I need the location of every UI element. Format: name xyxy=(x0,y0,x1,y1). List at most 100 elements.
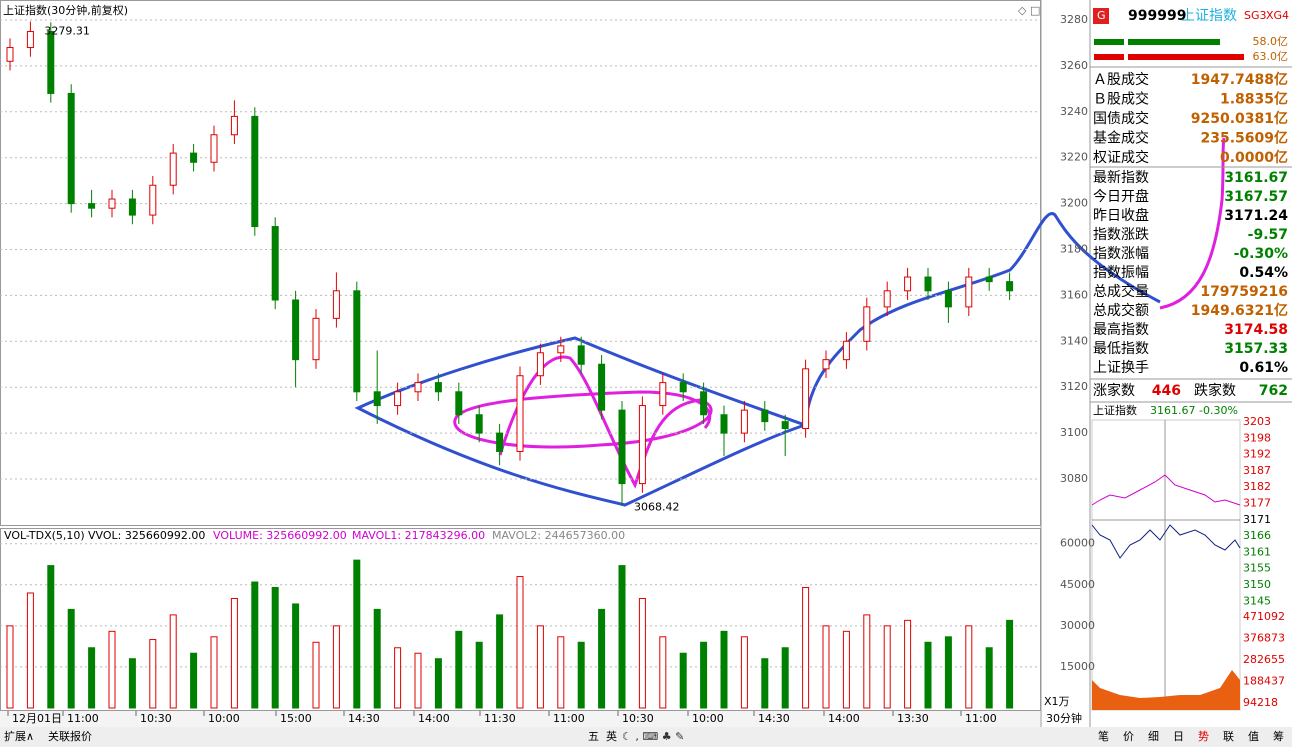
ime[interactable]: 五 xyxy=(588,730,599,743)
annotation-scribble xyxy=(453,355,713,489)
side-tab[interactable]: 日 xyxy=(1173,730,1184,743)
y-tick-label: 15000 xyxy=(1060,660,1095,673)
volume-bar xyxy=(761,658,769,709)
time-label: 14:30 xyxy=(758,712,790,725)
volume-bar xyxy=(802,587,810,709)
annotation-line xyxy=(1159,137,1226,310)
volume-bar xyxy=(230,597,238,709)
time-label: 12月01日 xyxy=(12,712,62,725)
candle-body xyxy=(496,432,504,452)
mini-vol-tick: 188437 xyxy=(1243,675,1285,688)
mini-tick: 3192 xyxy=(1243,448,1271,461)
bar xyxy=(1128,54,1244,60)
mini-tick: 3166 xyxy=(1243,529,1271,542)
time-label: 10:30 xyxy=(140,712,172,725)
mini-vol-tick: 282655 xyxy=(1243,653,1285,666)
window-buttons[interactable]: ◇ □ xyxy=(1018,4,1040,17)
low-label: 3068.42 xyxy=(634,501,680,514)
candle-body xyxy=(414,382,422,393)
mini-tick: 3171 xyxy=(1243,513,1271,526)
candle-body xyxy=(883,290,891,308)
candle-body xyxy=(455,391,463,416)
mini-price-line xyxy=(1091,524,1241,559)
candle-body xyxy=(292,299,300,361)
tab[interactable]: 关联报价 xyxy=(48,729,92,743)
volume-bar xyxy=(210,636,218,709)
row-label: 最低指数 xyxy=(1093,341,1149,357)
volume-bar xyxy=(88,647,96,709)
candle-body xyxy=(47,30,55,94)
row-value: 0.61% xyxy=(1239,360,1288,376)
candle-body xyxy=(88,203,96,209)
mini-volume xyxy=(1092,670,1240,710)
volume-bar xyxy=(985,647,993,709)
tag: SG3 xyxy=(1244,9,1267,22)
vol-legend: VOL-TDX(5,10) xyxy=(4,529,85,542)
mini-tick: 3145 xyxy=(1243,594,1271,607)
time-label: 15:00 xyxy=(280,712,312,725)
mini-tick: 3150 xyxy=(1243,578,1271,591)
mini-price: 3161.67 -0.30% xyxy=(1150,404,1238,417)
y-tick-label: 3280 xyxy=(1060,13,1088,26)
candle-body xyxy=(904,276,912,292)
side-tab[interactable]: 联 xyxy=(1223,730,1234,743)
mini-tick: 3187 xyxy=(1243,464,1271,477)
side-tab[interactable]: 细 xyxy=(1148,730,1159,743)
time-label: 11:30 xyxy=(484,712,516,725)
row-label: 昨日收盘 xyxy=(1093,207,1149,224)
volume-bar xyxy=(924,641,932,709)
y-tick-label: 3140 xyxy=(1060,334,1088,347)
volume-bar xyxy=(108,630,116,709)
candle-body xyxy=(924,276,932,292)
candle-body xyxy=(434,382,442,393)
time-label: 11:00 xyxy=(67,712,99,725)
time-label: 10:00 xyxy=(208,712,240,725)
volume-bar xyxy=(128,658,136,709)
candle-body xyxy=(1006,281,1014,292)
volume-bar xyxy=(659,636,667,709)
row-value: -9.57 xyxy=(1248,227,1288,243)
side-tab[interactable]: 值 xyxy=(1248,730,1259,743)
candle-body xyxy=(802,368,810,430)
volume-bar xyxy=(965,625,973,709)
y-tick-label: 3260 xyxy=(1060,59,1088,72)
candle-body xyxy=(577,345,585,365)
time-label: 14:30 xyxy=(348,712,380,725)
row-label: 上证换手 xyxy=(1093,359,1149,376)
mini-tick: 3177 xyxy=(1243,497,1271,510)
candle-body xyxy=(190,152,198,163)
volume-bar xyxy=(394,647,402,709)
down-label: 跌家数 xyxy=(1194,382,1236,399)
side-tab[interactable]: 价 xyxy=(1123,730,1134,743)
side-tab[interactable]: 筹 xyxy=(1273,729,1284,743)
tab[interactable]: 扩展∧ xyxy=(4,729,34,743)
volume-bar xyxy=(271,587,279,709)
ime-icons[interactable]: ☾ , ⌨ ♣ ✎ xyxy=(622,730,684,743)
period[interactable]: 30分钟 xyxy=(1046,711,1082,725)
time-label: 14:00 xyxy=(418,712,450,725)
volume-bar xyxy=(679,652,687,709)
volume-bar xyxy=(577,641,585,709)
y-tick-label: 45000 xyxy=(1060,578,1095,591)
bar-value: 63.0亿 xyxy=(1253,50,1289,63)
row-label: 指数涨幅 xyxy=(1093,246,1149,262)
candle-body xyxy=(6,47,14,62)
candle-body xyxy=(332,290,340,319)
volume-bar xyxy=(434,658,442,709)
ime[interactable]: 英 xyxy=(606,729,617,743)
bar xyxy=(1094,39,1124,45)
volume-bar xyxy=(332,625,340,709)
vol-legend: MAVOL2: 244657360.00 xyxy=(492,529,625,542)
candle-body xyxy=(598,363,606,411)
volume-bar xyxy=(516,576,524,709)
side-tab[interactable]: 笔 xyxy=(1098,729,1109,743)
volume-bar xyxy=(944,636,952,709)
candle-body xyxy=(536,352,544,377)
side-tab[interactable]: 势 xyxy=(1198,730,1209,743)
y-tick-label: 3100 xyxy=(1060,426,1088,439)
y-tick-label: 3220 xyxy=(1060,151,1088,164)
row-value: 1947.7488亿 xyxy=(1191,71,1288,88)
candle-body xyxy=(740,409,748,434)
row-value: 3167.57 xyxy=(1224,189,1288,205)
volume-bar xyxy=(6,625,14,709)
